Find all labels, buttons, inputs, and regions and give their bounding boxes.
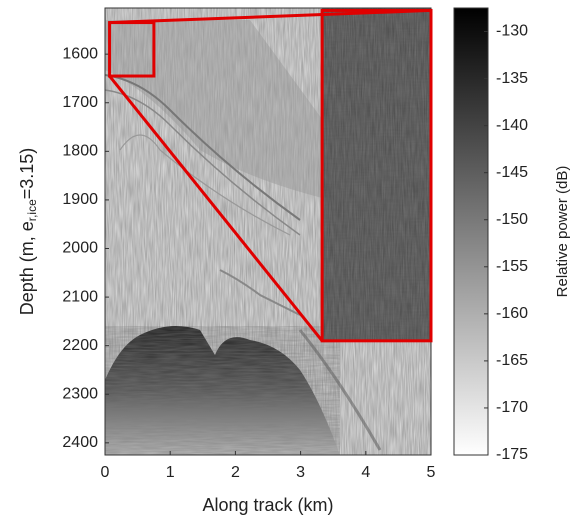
y-axis-label-part: r,ice	[25, 199, 39, 221]
x-axis-label: Along track (km)	[202, 495, 333, 515]
x-tick-label: 0	[101, 464, 110, 481]
colorbar-tick-label: -140	[496, 117, 528, 134]
inset-box	[320, 8, 433, 343]
colorbar-tick-label: -175	[496, 446, 528, 463]
zoom-connector	[109, 8, 432, 25]
y-tick-label: 2100	[62, 288, 98, 305]
colorbar-tick-label: -160	[496, 305, 528, 322]
zoom-connector	[108, 75, 324, 342]
x-tick-label: 2	[231, 464, 240, 481]
colorbar-tick-label: -165	[496, 352, 528, 369]
x-tick-label: 3	[296, 464, 305, 481]
colorbar-label: Relative power (dB)	[554, 166, 571, 298]
colorbar-tick-label: -130	[496, 23, 528, 40]
y-axis-label: Depth (m, er,ice=3.15)	[17, 148, 39, 316]
y-axis-label-part: =3.15)	[17, 148, 37, 200]
x-tick-label: 1	[166, 464, 175, 481]
x-tick-label: 4	[361, 464, 370, 481]
y-tick-label: 1700	[62, 94, 98, 111]
y-tick-label: 2300	[62, 385, 98, 402]
colorbar-tick-label: -145	[496, 164, 528, 181]
inset-image	[322, 8, 431, 342]
colorbar-tick-label: -135	[496, 70, 528, 87]
colorbar-tick-label: -155	[496, 258, 528, 275]
y-tick-label: 1800	[62, 143, 98, 160]
y-tick-label: 1900	[62, 191, 98, 208]
colorbar-tick-label: -170	[496, 399, 528, 416]
colorbar-tick-label: -150	[496, 211, 528, 228]
colorbar	[453, 7, 489, 456]
y-tick-label: 2400	[62, 434, 98, 451]
zoom-box	[108, 21, 156, 78]
y-tick-label: 2000	[62, 240, 98, 257]
y-tick-label: 1600	[62, 45, 98, 62]
y-axis-label-part: Depth (m, e	[17, 221, 37, 315]
x-tick-label: 5	[427, 464, 436, 481]
y-tick-label: 2200	[62, 337, 98, 354]
